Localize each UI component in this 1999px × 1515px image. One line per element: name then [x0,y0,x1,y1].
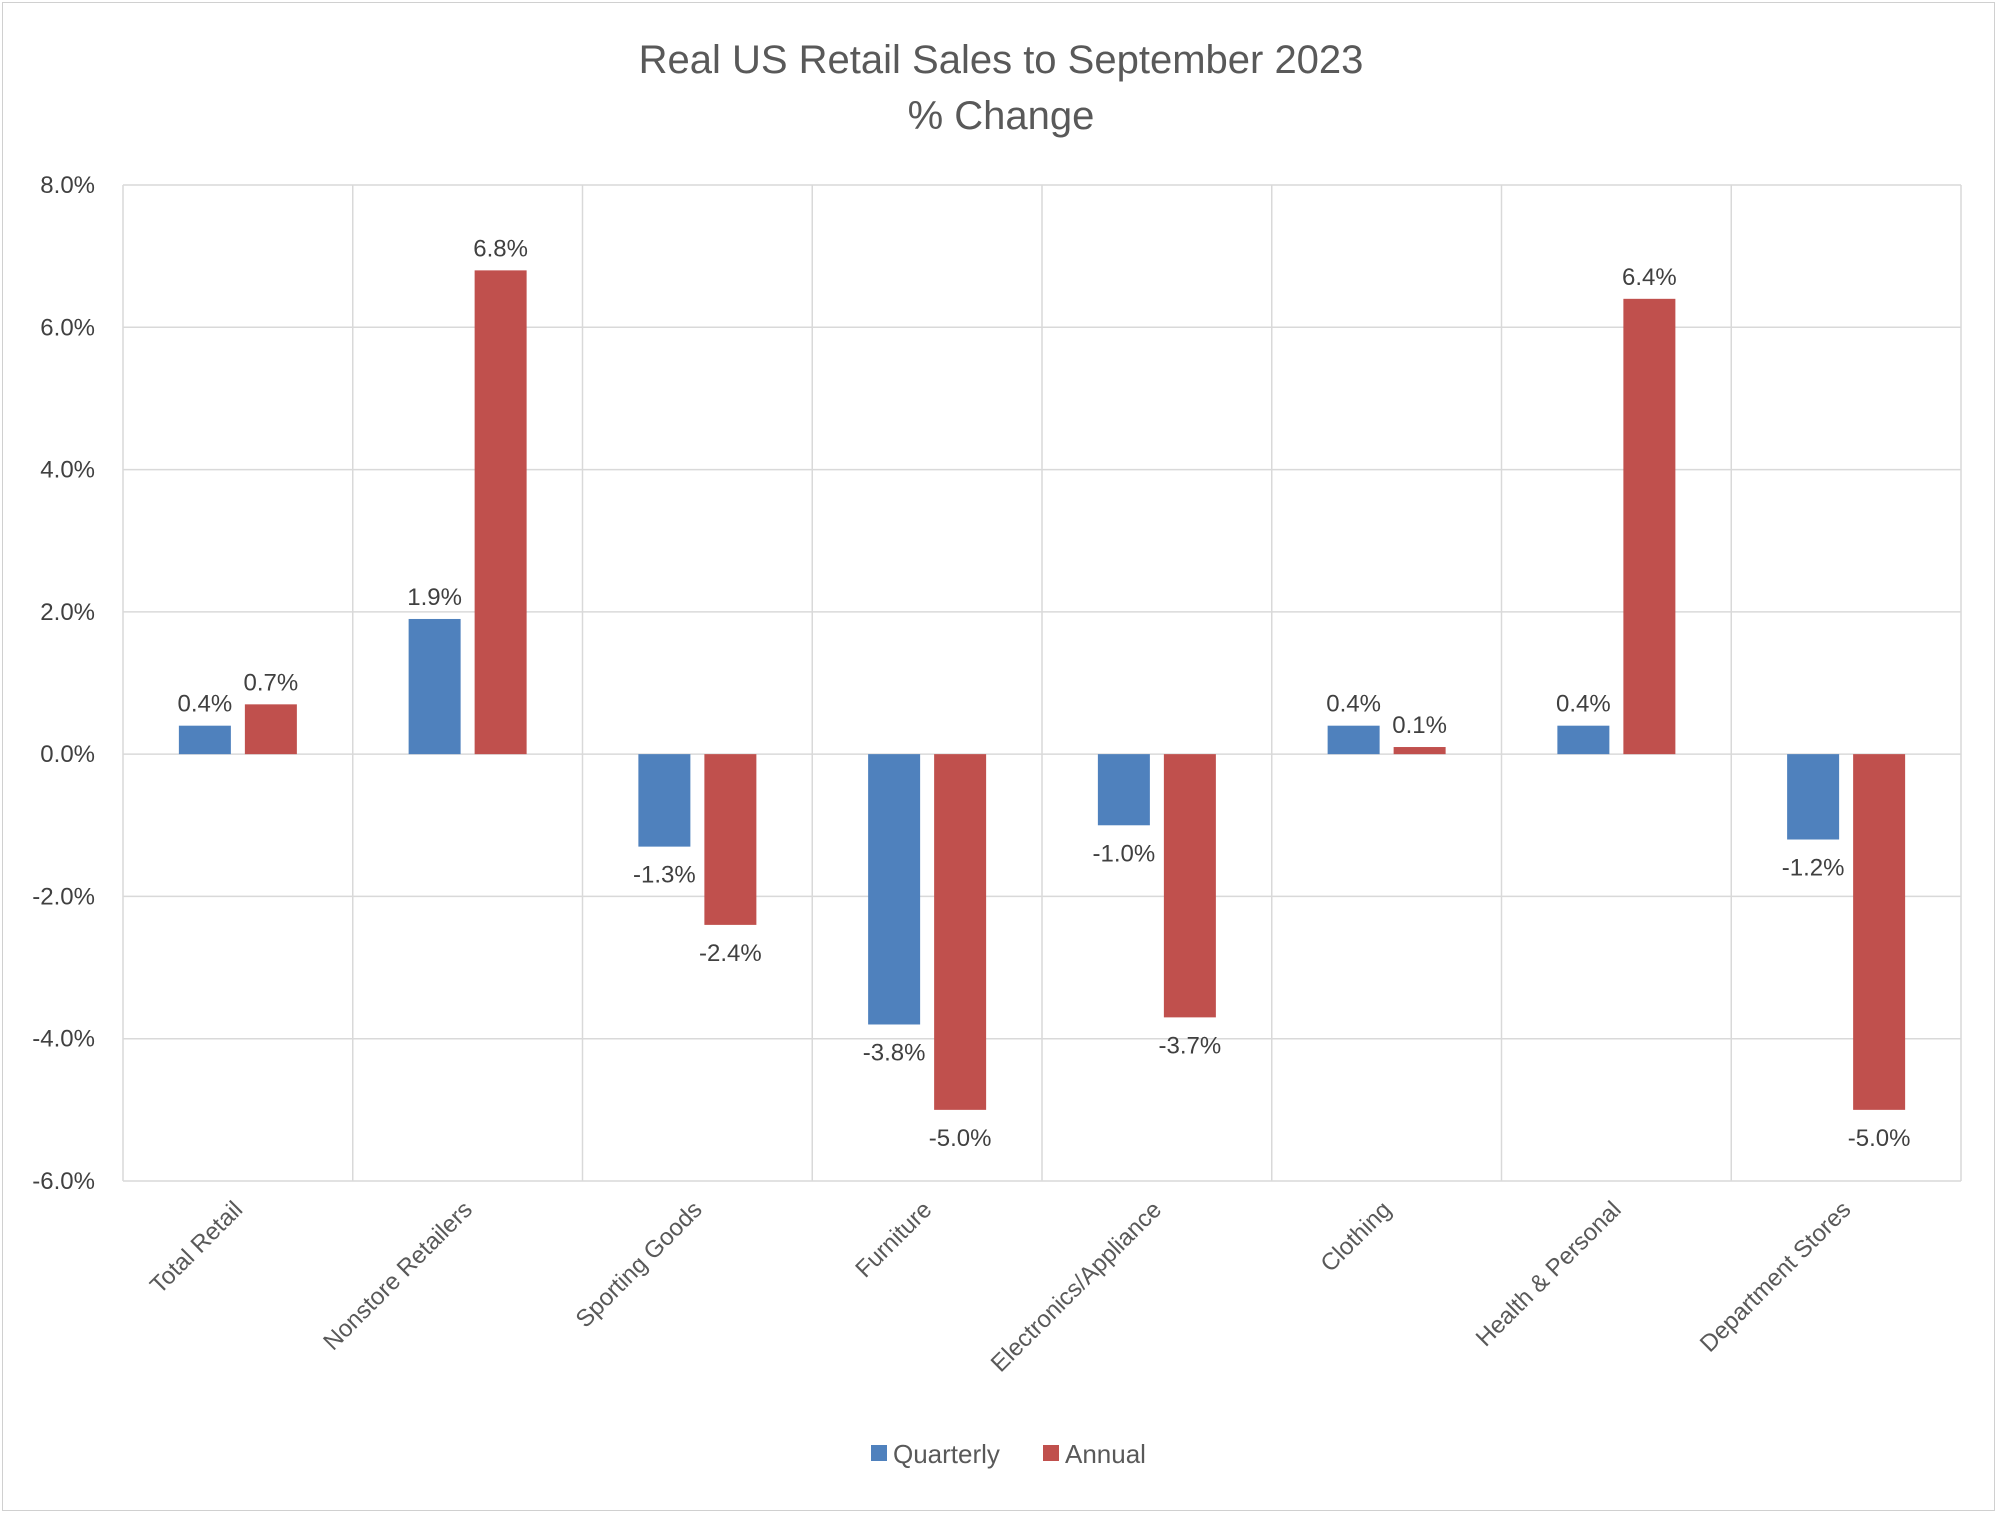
bar-quarterly [178,725,231,755]
legend-swatch-annual [1043,1445,1059,1461]
y-tick-label: 2.0% [40,599,95,626]
data-label: 6.8% [473,235,528,262]
data-label: 0.4% [1326,691,1381,718]
y-tick-label: 4.0% [40,457,95,484]
bar-annual [1393,747,1446,755]
bar-quarterly [1097,754,1150,826]
data-label: 0.4% [178,691,233,718]
legend-label-annual: Annual [1065,1439,1146,1469]
y-tick-label: 6.0% [40,314,95,341]
data-labels: 0.4% 0.7% 1.9% 6.8% -1.3% -2.4% -3.8% -5.0% -1.0… [178,235,1911,1151]
bars [178,270,1906,1110]
gridlines [122,184,1962,1182]
data-label: -1.3% [633,862,696,889]
category-label: Nonstore Retailers [318,1196,478,1356]
y-tick-label: -6.0% [32,1168,95,1195]
data-label: -5.0% [1848,1125,1911,1152]
bar-quarterly [638,754,691,847]
legend-swatch-quarterly [871,1445,887,1461]
data-label: 0.1% [1392,712,1447,739]
data-label: -5.0% [929,1125,992,1152]
data-label: -1.2% [1782,855,1845,882]
legend-label-quarterly: Quarterly [893,1439,1000,1469]
bar-annual [1853,754,1906,1110]
data-label: -3.7% [1159,1032,1222,1059]
bar-quarterly [1787,754,1840,840]
bar-annual [934,754,987,1110]
y-tick-label: -4.0% [32,1026,95,1053]
legend: Quarterly Annual [871,1439,1146,1469]
category-label: Health & Personal [1471,1196,1627,1352]
bar-annual [1623,298,1676,755]
bar-annual [704,754,757,925]
x-axis-categories: Total Retail Nonstore Retailers Sporting G… [145,1196,1856,1377]
bar-quarterly [1327,725,1380,755]
data-label: -3.8% [863,1039,926,1066]
data-label: -1.0% [1093,840,1156,867]
chart-title: Real US Retail Sales to September 2023 [639,38,1364,82]
data-label: 1.9% [407,584,462,611]
y-tick-label: -2.0% [32,883,95,910]
data-label: -2.4% [699,940,762,967]
bar-annual [1163,754,1216,1018]
bar-annual [244,704,297,755]
category-label: Clothing [1316,1196,1397,1277]
bar-quarterly [408,618,461,755]
chart-subtitle: % Change [908,94,1095,138]
data-label: 6.4% [1622,264,1677,291]
y-tick-label: 8.0% [40,172,95,199]
category-label: Total Retail [145,1196,248,1299]
data-label: 0.7% [244,669,299,696]
bar-chart: Real US Retail Sales to September 2023 %… [32,38,1962,1469]
bar-annual [474,270,527,755]
bar-quarterly [1557,725,1610,755]
y-axis-ticks: 8.0% 6.0% 4.0% 2.0% 0.0% -2.0% -4.0% -6.0% [32,172,95,1195]
category-label: Electronics/Appliance [986,1196,1167,1377]
y-tick-label: 0.0% [40,741,95,768]
category-label: Department Stores [1695,1196,1857,1358]
bar-quarterly [868,754,921,1025]
category-label: Furniture [850,1196,937,1283]
category-label: Sporting Goods [571,1196,708,1333]
data-label: 0.4% [1556,691,1611,718]
